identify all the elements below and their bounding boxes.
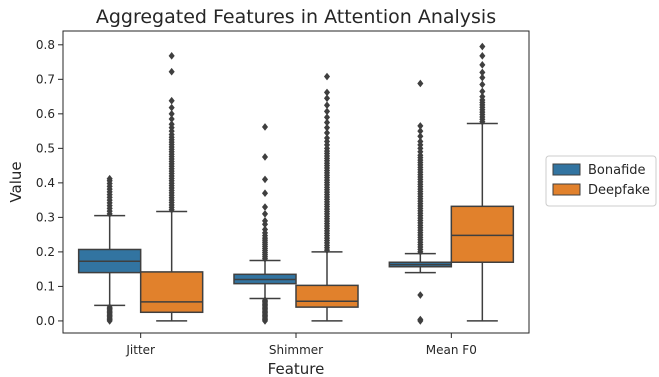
outlier-point	[323, 101, 331, 110]
outlier-point	[261, 153, 269, 161]
outlier-point	[168, 103, 175, 112]
outlier-point	[479, 92, 486, 101]
outlier-point	[261, 296, 269, 305]
outlier-point	[479, 61, 486, 69]
outlier-point	[168, 52, 175, 60]
legend-swatch-deepfake	[552, 183, 581, 196]
outlier-point	[323, 94, 331, 103]
iqr-box	[295, 284, 359, 308]
outlier-point	[417, 122, 424, 130]
iqr-box	[139, 271, 204, 314]
y-tick-label: 0.5	[36, 141, 55, 155]
x-tick-label: Shimmer	[269, 343, 323, 357]
outlier-point	[323, 113, 331, 122]
y-tick-label: 0.6	[36, 107, 55, 121]
y-axis: 0.0 0.1 0.2 0.3 0.4 0.5 0.6 0.7 0.8	[36, 38, 63, 328]
outlier-point	[168, 67, 175, 76]
outlier-point	[106, 174, 113, 183]
outlier-point	[417, 79, 424, 88]
outlier-point	[479, 73, 486, 82]
y-axis-title: Value	[7, 161, 25, 202]
outlier-point	[479, 52, 486, 60]
y-tick-label: 0.3	[36, 210, 55, 224]
outlier-point	[323, 129, 331, 137]
iqr-box	[450, 205, 515, 263]
legend-label-deepfake: Deepfake	[588, 183, 650, 198]
outlier-point	[323, 107, 331, 116]
y-tick-label: 0.8	[36, 38, 55, 52]
outlier-point	[323, 72, 331, 81]
outlier-point	[168, 120, 175, 128]
outlier-point	[417, 127, 424, 135]
outlier-point	[168, 96, 175, 105]
legend: Bonafide Deepfake	[545, 155, 657, 207]
outlier-point	[417, 137, 424, 146]
outlier-point	[261, 217, 269, 225]
box-bonafide-mean-f0	[388, 79, 453, 325]
outlier-point	[417, 132, 424, 141]
box-deepfake-shimmer	[295, 72, 359, 322]
x-tick-label: Mean F0	[426, 343, 477, 357]
outlier-point	[261, 189, 269, 198]
legend-swatch-bonafide	[552, 163, 581, 176]
outlier-point	[417, 291, 424, 299]
outlier-point	[417, 315, 424, 324]
outlier-point	[168, 110, 175, 118]
outlier-point	[261, 203, 269, 211]
box-bonafide-shimmer	[233, 123, 297, 325]
outlier-point	[323, 118, 331, 127]
x-axis: Jitter Shimmer Mean F0	[125, 333, 477, 357]
box-deepfake-mean-f0	[450, 42, 515, 322]
x-tick-label: Jitter	[125, 343, 155, 357]
outlier-point	[261, 210, 269, 218]
outlier-point	[479, 68, 486, 77]
outlier-point	[261, 225, 269, 234]
y-tick-label: 0.0	[36, 314, 55, 328]
box-bonafide-jitter	[77, 174, 142, 325]
outlier-point	[479, 42, 486, 51]
outlier-point	[323, 88, 331, 97]
y-tick-label: 0.4	[36, 176, 55, 190]
outlier-point	[323, 123, 331, 132]
plot-area	[77, 42, 515, 325]
box-deepfake-jitter	[139, 52, 204, 322]
legend-label-bonafide: Bonafide	[588, 163, 646, 178]
x-axis-title: Feature	[268, 360, 325, 377]
outlier-point	[323, 134, 331, 142]
outlier-point	[106, 303, 113, 311]
chart-title: Aggregated Features in Attention Analysi…	[96, 6, 496, 28]
outlier-point	[261, 123, 269, 131]
y-tick-label: 0.7	[36, 72, 55, 86]
outlier-point	[261, 175, 269, 184]
y-tick-label: 0.2	[36, 245, 55, 259]
outlier-point	[479, 80, 486, 89]
y-tick-label: 0.1	[36, 279, 55, 293]
outlier-point	[479, 87, 486, 96]
outlier-point	[168, 115, 175, 123]
